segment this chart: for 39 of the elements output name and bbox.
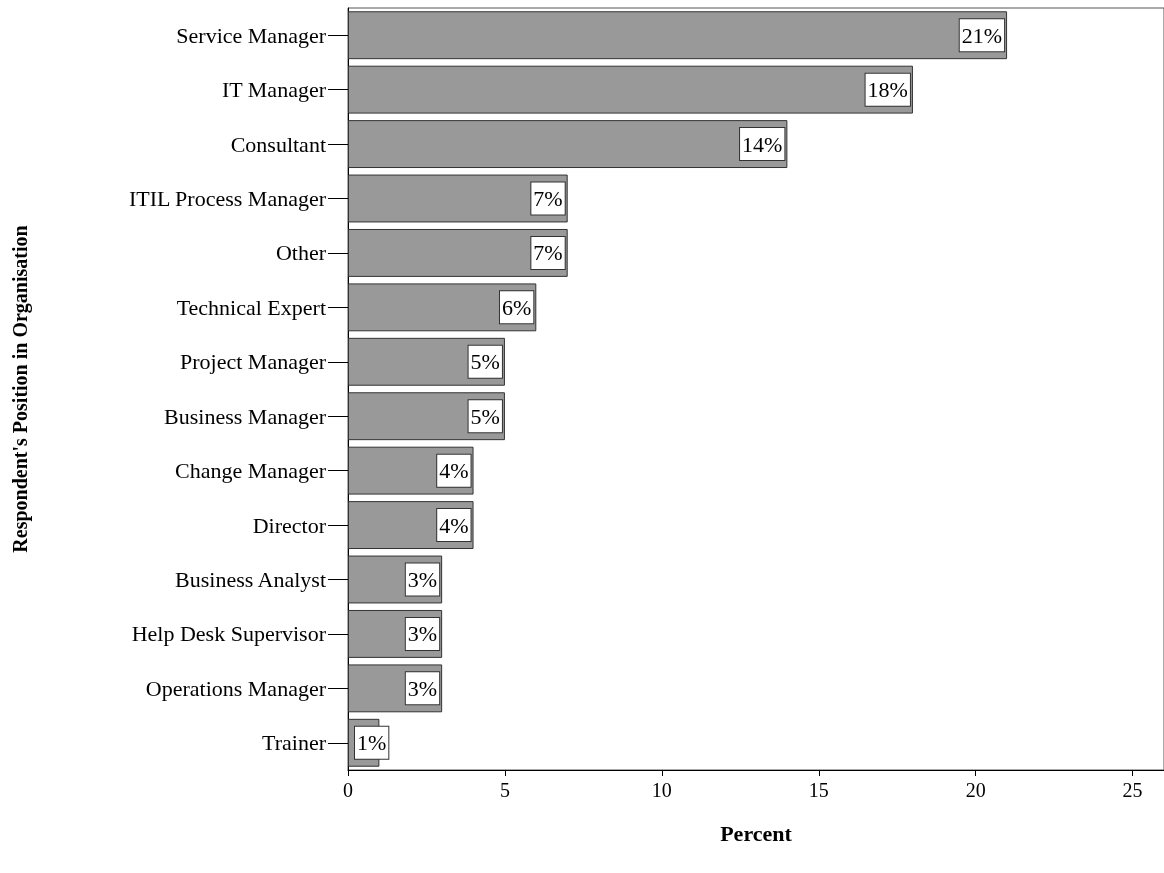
- data-label: 3%: [407, 621, 438, 647]
- y-tick-label: Business Analyst: [175, 567, 326, 592]
- data-label: 3%: [407, 675, 438, 701]
- y-tick-label: Consultant: [230, 131, 326, 157]
- data-label: 21%: [961, 22, 1003, 48]
- bar: [348, 120, 788, 169]
- y-tick-label: Operations Manager: [145, 675, 327, 701]
- data-label: 4%: [439, 458, 469, 484]
- x-tick-label: 0: [343, 779, 353, 801]
- x-axis-title: Percent: [720, 820, 793, 846]
- data-label: 3%: [407, 567, 438, 592]
- data-label: 5%: [470, 403, 500, 429]
- y-tick-label: ITIL Process Manager: [128, 186, 327, 211]
- y-tick-label: Technical Expert: [176, 294, 326, 320]
- y-tick-label: Change Manager: [175, 458, 327, 484]
- data-label: 6%: [501, 294, 532, 320]
- x-tick-label: 15: [808, 779, 829, 801]
- y-tick-label: Business Manager: [164, 403, 327, 429]
- x-tick-label: 20: [965, 779, 986, 801]
- bar: [348, 65, 913, 114]
- data-label: 7%: [533, 186, 563, 211]
- x-tick-label: 5: [499, 779, 510, 801]
- data-label: 14%: [742, 131, 783, 157]
- y-tick-label: Other: [275, 240, 327, 266]
- data-label: 7%: [533, 240, 563, 266]
- y-tick-label: IT Manager: [221, 77, 327, 103]
- data-label: 1%: [357, 730, 387, 756]
- y-tick-label: Director: [252, 512, 327, 538]
- x-tick-label: 10: [651, 779, 672, 801]
- data-label: 4%: [439, 512, 469, 538]
- data-label: 18%: [867, 77, 908, 103]
- x-tick-label: 25: [1122, 779, 1143, 801]
- y-axis-title: Respondent's Position in Organisation: [9, 225, 32, 553]
- y-tick-label: Trainer: [262, 730, 327, 756]
- data-label: 5%: [470, 349, 500, 375]
- y-tick-label: Project Manager: [180, 349, 327, 375]
- bar: [348, 11, 1008, 60]
- y-tick-label: Service Manager: [176, 22, 327, 48]
- y-tick-label: Help Desk Supervisor: [131, 621, 327, 647]
